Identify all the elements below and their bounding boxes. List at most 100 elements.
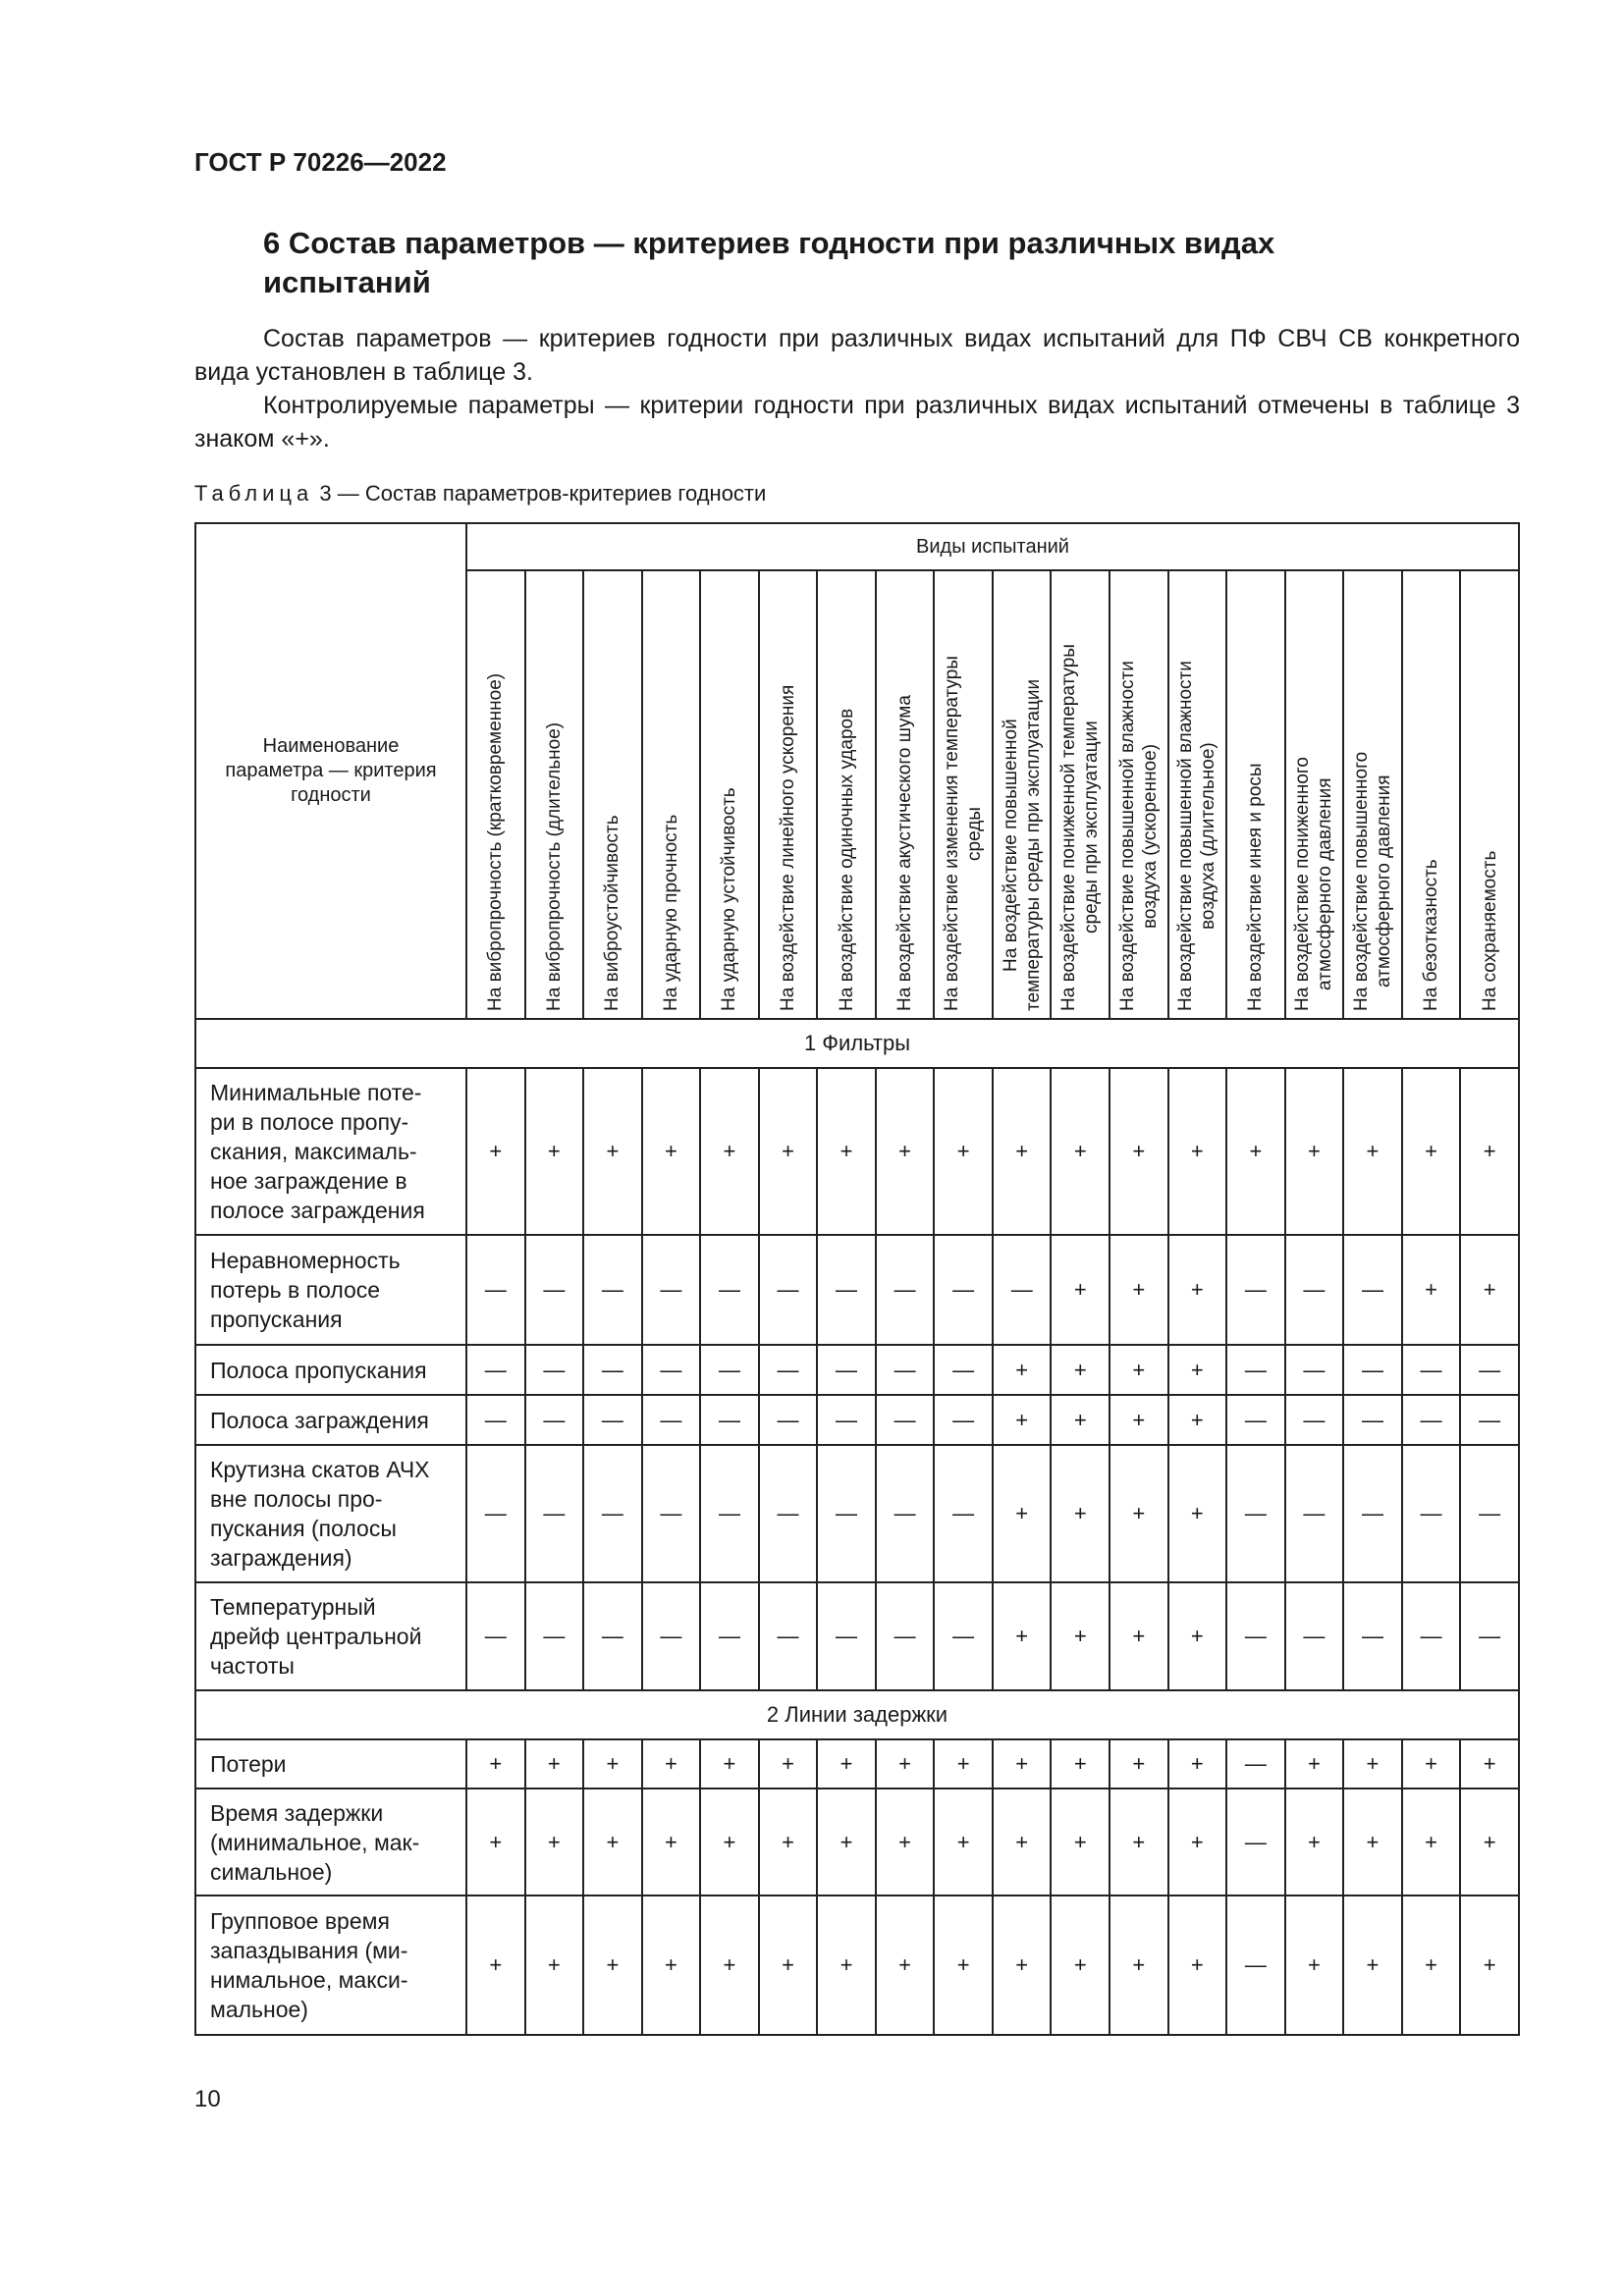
- mark-dash: —: [523, 1444, 585, 1583]
- mark-plus: +: [1283, 1738, 1345, 1789]
- mark-plus: +: [640, 1895, 702, 2036]
- column-header: На воздействие пониженной температуры ср…: [1050, 569, 1111, 1020]
- mark-plus: +: [1166, 1067, 1228, 1236]
- mark-plus: +: [991, 1067, 1053, 1236]
- mark-dash: —: [874, 1581, 936, 1691]
- mark-dash: —: [640, 1394, 702, 1446]
- mark-dash: —: [1400, 1394, 1462, 1446]
- mark-plus: +: [523, 1738, 585, 1789]
- mark-plus: +: [1109, 1344, 1169, 1396]
- test-types-header: Виды испытаний: [465, 522, 1520, 571]
- column-header: На вибропрочность (кратковременное): [465, 569, 526, 1020]
- mark-plus: +: [1166, 1444, 1228, 1583]
- mark-plus: +: [523, 1067, 585, 1236]
- section-row: 2 Линии задержки: [194, 1689, 1520, 1740]
- mark-plus: +: [465, 1067, 526, 1236]
- column-header: На воздействие повышенной влажности возд…: [1166, 569, 1228, 1020]
- mark-plus: +: [582, 1067, 643, 1236]
- parameter-name-header-text: Наименование параметра — критерия годнос…: [225, 735, 437, 806]
- mark-plus: +: [1283, 1788, 1345, 1896]
- mark-dash: —: [1459, 1344, 1520, 1396]
- mark-plus: +: [757, 1788, 819, 1896]
- table-row: Полоса заграждения — — — — — — — — — + + + + — — — — —: [194, 1394, 1520, 1446]
- column-header: На воздействие пониженного атмосферного …: [1283, 569, 1345, 1020]
- standard-number: ГОСТ Р 70226—2022: [194, 147, 447, 177]
- parameter-name: Температурный дрейф центральной частоты: [194, 1581, 467, 1691]
- mark-dash: —: [1342, 1234, 1403, 1346]
- mark-dash: —: [1342, 1344, 1403, 1396]
- table-row: Время задержки (минимальное, мак- сималь…: [194, 1788, 1520, 1896]
- column-header-text: На вибропрочность (кратковременное): [485, 672, 507, 1011]
- mark-dash: —: [582, 1234, 643, 1346]
- table-row: Потери + + + + + + + + + + + + + — + + + +: [194, 1738, 1520, 1789]
- mark-plus: +: [1109, 1234, 1169, 1346]
- parameter-name: Полоса заграждения: [194, 1394, 467, 1446]
- mark-plus: +: [1342, 1788, 1403, 1896]
- parameter-name: Крутизна скатов АЧХ вне полосы про- пуск…: [194, 1444, 467, 1583]
- column-header: На воздействие повышенного атмосферного …: [1342, 569, 1403, 1020]
- column-header-text: На ударную устойчивость: [719, 786, 740, 1011]
- mark-dash: —: [640, 1234, 702, 1346]
- table-row: Температурный дрейф центральной частоты —…: [194, 1581, 1520, 1691]
- mark-plus: +: [991, 1444, 1053, 1583]
- mark-plus: +: [816, 1788, 877, 1896]
- mark-dash: —: [1459, 1444, 1520, 1583]
- mark-plus: +: [1050, 1738, 1111, 1789]
- mark-dash: —: [1225, 1234, 1286, 1346]
- column-header: На воздействие акустического шума: [874, 569, 936, 1020]
- mark-dash: —: [582, 1581, 643, 1691]
- column-header-text: На ударную прочность: [660, 814, 681, 1011]
- mark-plus: +: [1459, 1895, 1520, 2036]
- mark-dash: —: [933, 1344, 994, 1396]
- mark-dash: —: [1283, 1444, 1345, 1583]
- mark-dash: —: [640, 1444, 702, 1583]
- mark-dash: —: [1225, 1444, 1286, 1583]
- column-header-text: На воздействие повышенной влажности возд…: [1116, 660, 1161, 1011]
- parameter-name: Потери: [194, 1738, 467, 1789]
- table-caption-label: Таблица: [194, 481, 314, 506]
- mark-plus: +: [1050, 1344, 1111, 1396]
- criteria-table: Наименование параметра — критерия годнос…: [194, 522, 1520, 2036]
- mark-dash: —: [699, 1444, 760, 1583]
- mark-plus: +: [1225, 1067, 1286, 1236]
- mark-dash: —: [523, 1344, 585, 1396]
- column-header-text: На воздействие линейного ускорения: [778, 684, 798, 1011]
- mark-dash: —: [465, 1581, 526, 1691]
- mark-dash: —: [582, 1444, 643, 1583]
- paragraph: Контролируемые параметры — критерии годн…: [194, 392, 1520, 453]
- mark-dash: —: [640, 1581, 702, 1691]
- mark-plus: +: [933, 1738, 994, 1789]
- mark-plus: +: [874, 1895, 936, 2036]
- table-row: Крутизна скатов АЧХ вне полосы про- пуск…: [194, 1444, 1520, 1583]
- mark-dash: —: [816, 1581, 877, 1691]
- mark-plus: +: [582, 1788, 643, 1896]
- mark-dash: —: [1225, 1895, 1286, 2036]
- column-header-text: На воздействие пониженной температуры ср…: [1058, 643, 1103, 1011]
- mark-dash: —: [816, 1444, 877, 1583]
- mark-dash: —: [874, 1344, 936, 1396]
- mark-plus: +: [1109, 1067, 1169, 1236]
- mark-dash: —: [465, 1444, 526, 1583]
- mark-plus: +: [816, 1895, 877, 2036]
- mark-dash: —: [757, 1581, 819, 1691]
- column-header-text: На воздействие акустического шума: [894, 694, 916, 1011]
- mark-plus: +: [1050, 1067, 1111, 1236]
- mark-plus: +: [991, 1788, 1053, 1896]
- mark-plus: +: [1050, 1394, 1111, 1446]
- mark-dash: —: [465, 1234, 526, 1346]
- parameter-name: Полоса пропускания: [194, 1344, 467, 1396]
- column-header-text: На воздействие повышенного атмосферного …: [1350, 751, 1394, 1011]
- mark-plus: +: [1342, 1738, 1403, 1789]
- column-header-text: На воздействие изменения температуры сре…: [942, 655, 986, 1011]
- mark-plus: +: [933, 1788, 994, 1896]
- column-header: На воздействие инея и росы: [1225, 569, 1286, 1020]
- mark-plus: +: [1400, 1788, 1462, 1896]
- parameter-name: Неравномерность потерь в полосе пропуска…: [194, 1234, 467, 1346]
- column-header: На виброустойчивость: [582, 569, 643, 1020]
- mark-plus: +: [1109, 1738, 1169, 1789]
- table-row: Минимальные поте- ри в полосе пропу- ска…: [194, 1067, 1520, 1236]
- mark-plus: +: [874, 1067, 936, 1236]
- mark-plus: +: [1400, 1067, 1462, 1236]
- column-header-text: На безотказность: [1421, 858, 1442, 1011]
- column-header: На ударную устойчивость: [699, 569, 760, 1020]
